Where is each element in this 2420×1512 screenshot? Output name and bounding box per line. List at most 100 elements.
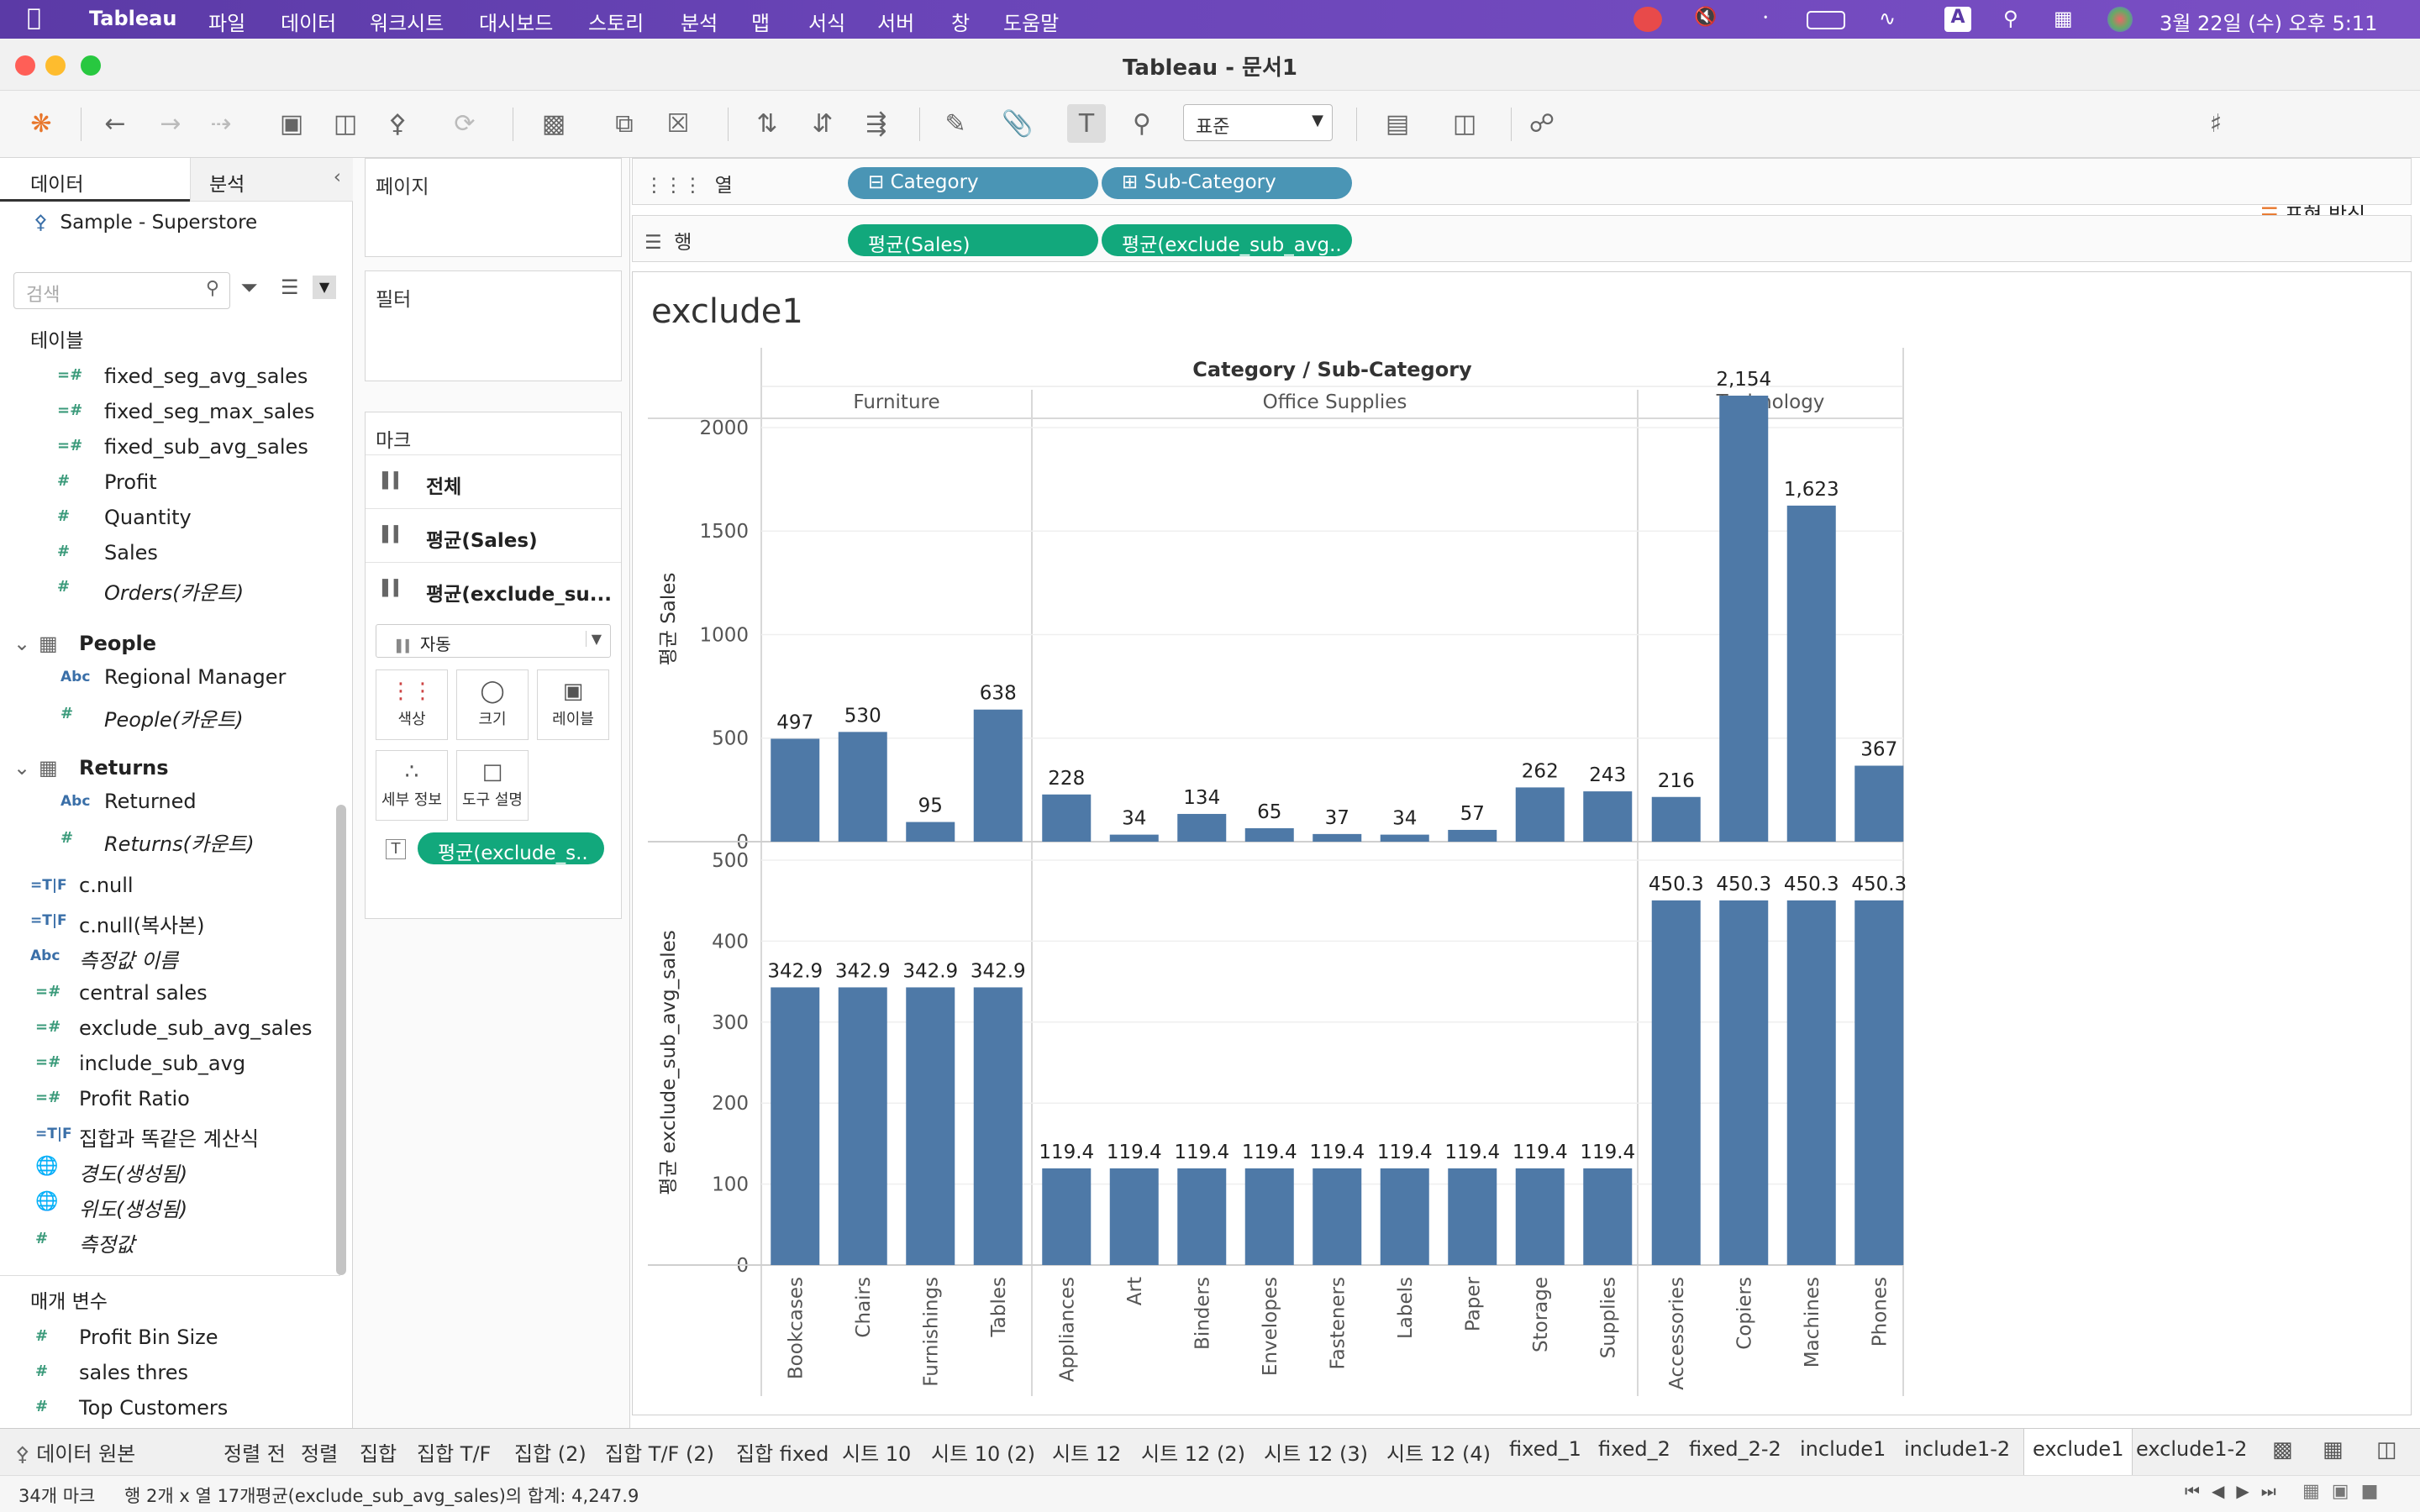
columns-shelf[interactable]: ⋮⋮⋮ 열 ⊟ Category ⊞ Sub-Category [632,158,2412,205]
sheet-tab-exclude1-2[interactable]: exclude1-2 [2136,1437,2248,1461]
marks-all[interactable]: ▌▍ 전체 [366,454,621,508]
filters-card[interactable]: 필터 [365,270,622,381]
input-source-indicator[interactable]: A [1944,7,1971,32]
menu-window[interactable]: 창 [951,12,971,35]
field-item[interactable]: 🌐 경도(생성됨) [0,1152,340,1188]
menu-story[interactable]: 스토리 [588,12,644,35]
field-item[interactable]: 🌐 위도(생성됨) [0,1188,340,1223]
siri-icon[interactable] [2107,7,2133,32]
menu-data[interactable]: 데이터 [281,12,337,35]
field-item[interactable]: =# fixed_seg_max_sales [0,395,340,430]
scrollbar[interactable] [336,805,346,1275]
sheet-tab-시트-12[interactable]: 시트 12 [1052,1442,1122,1466]
new-worksheet-icon[interactable]: ▩ [541,108,566,139]
menu-help[interactable]: 도움말 [1003,12,1060,35]
menu-server[interactable]: 서버 [877,12,915,35]
sheet-tab-시트-12-4[interactable]: 시트 12 (4) [1386,1442,1491,1466]
field-item[interactable]: # People(카운트) [0,698,340,733]
subcategory-pill[interactable]: ⊞ Sub-Category [1102,167,1352,199]
avg-exclude-pill[interactable]: 평균(exclude_sub_avg.. [1102,224,1352,256]
sheet-tab-fixed-1[interactable]: fixed_1 [1509,1437,1581,1461]
tab-data[interactable]: 데이터 [0,158,190,202]
view-mode-icons[interactable]: ▦▣■ [2302,1481,2391,1502]
sort-descending-icon[interactable]: ⇶ [865,108,887,139]
new-datasource-icon[interactable]: ◫ [333,108,358,139]
field-item[interactable]: # 측정값 [0,1223,340,1258]
collapse-icon[interactable]: ‹ [333,166,341,188]
color-button[interactable]: ⋮⋮ 색상 [376,669,448,740]
field-item[interactable]: =# Profit Ratio [0,1082,340,1117]
field-item[interactable]: =T|F c.null [0,869,340,904]
tab-datasource[interactable]: ⚴ 데이터 원본 [15,1437,135,1467]
field-item[interactable]: =# fixed_seg_avg_sales [0,360,340,395]
minimize-window-button[interactable] [45,55,66,76]
pin-icon[interactable]: ⚲ [1133,108,1151,139]
sheet-tab-fixed-2-2[interactable]: fixed_2-2 [1689,1437,1781,1461]
zoom-window-button[interactable] [81,55,101,76]
field-item[interactable]: Abc Regional Manager [0,660,340,696]
table-people[interactable]: ⌄ ▦ People [0,627,340,662]
search-icon[interactable]: ⚲ [2003,7,2018,30]
sheet-tab-시트-12-3[interactable]: 시트 12 (3) [1264,1442,1368,1466]
category-pill[interactable]: ⊟ Category [848,167,1098,199]
close-window-button[interactable] [15,55,35,76]
avg-sales-pill[interactable]: 평균(Sales) [848,224,1098,256]
format-painter-icon[interactable]: ♯ [2209,108,2223,139]
filter-icon[interactable]: ⏷ [240,276,258,301]
control-center-icon[interactable]: ▦ [2054,7,2073,30]
refresh-icon[interactable]: ⟳ [454,108,476,139]
field-item[interactable]: # Profit [0,465,340,501]
sheet-tab-집합-t-f-2[interactable]: 집합 T/F (2) [605,1442,714,1466]
field-item[interactable]: Abc Returned [0,785,340,820]
bluetooth-icon[interactable]: ᛫ [1760,7,1772,30]
share-icon[interactable]: ☍ [1528,108,1555,139]
apple-icon[interactable]:  [27,3,41,31]
sheet-title[interactable]: exclude1 [651,292,803,331]
wifi-icon[interactable]: ∿ [1879,7,1897,30]
tableau-logo-icon[interactable]: ❋ [30,108,52,139]
new-worksheet-icon[interactable]: ▩ [2272,1437,2293,1462]
fit-select[interactable]: 표준 ▼ [1183,104,1333,141]
sheet-tab-집합[interactable]: 집합 [360,1442,397,1466]
field-item[interactable]: # Quantity [0,501,340,536]
swap-icon[interactable]: ⇅ [756,108,778,139]
sheet-tab-시트-10[interactable]: 시트 10 [842,1442,912,1466]
field-item[interactable]: Abc 측정값 이름 [0,939,340,974]
sheet-tab-정렬[interactable]: 정렬 [301,1442,339,1466]
menu-dashboard[interactable]: 대시보드 [479,12,554,35]
datasource-item[interactable]: ⚴ Sample - Superstore [34,212,257,234]
worksheet-canvas[interactable]: exclude1 Category / Sub-Category Furnitur… [632,271,2412,1415]
detail-button[interactable]: ∴ 세부 정보 [376,750,448,821]
table-returns[interactable]: ⌄ ▦ Returns [0,751,340,786]
menu-format[interactable]: 서식 [808,12,846,35]
clock[interactable]: 3월 22일 (수) 오후 5:11 [2160,12,2378,35]
sheet-nav-icons[interactable]: ⏮◀▶⏭ [2185,1481,2288,1501]
mark-type-select[interactable]: ▌▍ 자동 ▼ [376,624,611,658]
sort-ascending-icon[interactable]: ⇵ [812,108,834,139]
sheet-tab-시트-12-2[interactable]: 시트 12 (2) [1141,1442,1245,1466]
field-item[interactable]: =# include_sub_avg [0,1047,340,1082]
view-list-icon[interactable]: ☰ [281,276,299,299]
group-icon[interactable]: 📎 [1002,108,1034,139]
field-item[interactable]: # Sales [0,536,340,571]
field-item[interactable]: # sales thres [0,1356,340,1391]
options-dropdown-icon[interactable]: ▼ [313,276,336,299]
field-item[interactable]: =T|F c.null(복사본) [0,904,340,939]
sheet-tab-시트-10-2[interactable]: 시트 10 (2) [931,1442,1035,1466]
field-item[interactable]: =T|F 집합과 똑같은 계산식 [0,1117,340,1152]
size-button[interactable]: ◯ 크기 [456,669,529,740]
duplicate-sheet-icon[interactable]: ⧉ [615,108,634,139]
menu-map[interactable]: 맵 [751,12,771,35]
presentation-icon[interactable]: ◫ [1452,108,1477,139]
show-labels-icon[interactable]: T [1067,104,1106,143]
datasource-icon[interactable]: ⚴ [388,108,407,139]
field-item[interactable]: # Top Customers [0,1391,340,1426]
label-pill[interactable]: 평균(exclude_s.. [418,832,604,864]
tab-analysis[interactable]: 분석 ‹ [190,158,353,202]
field-item[interactable]: # Orders(카운트) [0,571,340,606]
back-icon[interactable]: ← [104,108,126,139]
sheet-tab-집합-t-f[interactable]: 집합 T/F [417,1442,492,1466]
sheet-tab-include1-2[interactable]: include1-2 [1904,1437,2011,1461]
field-item[interactable]: # Returns(카운트) [0,822,340,858]
new-story-icon[interactable]: ◫ [2376,1437,2397,1462]
